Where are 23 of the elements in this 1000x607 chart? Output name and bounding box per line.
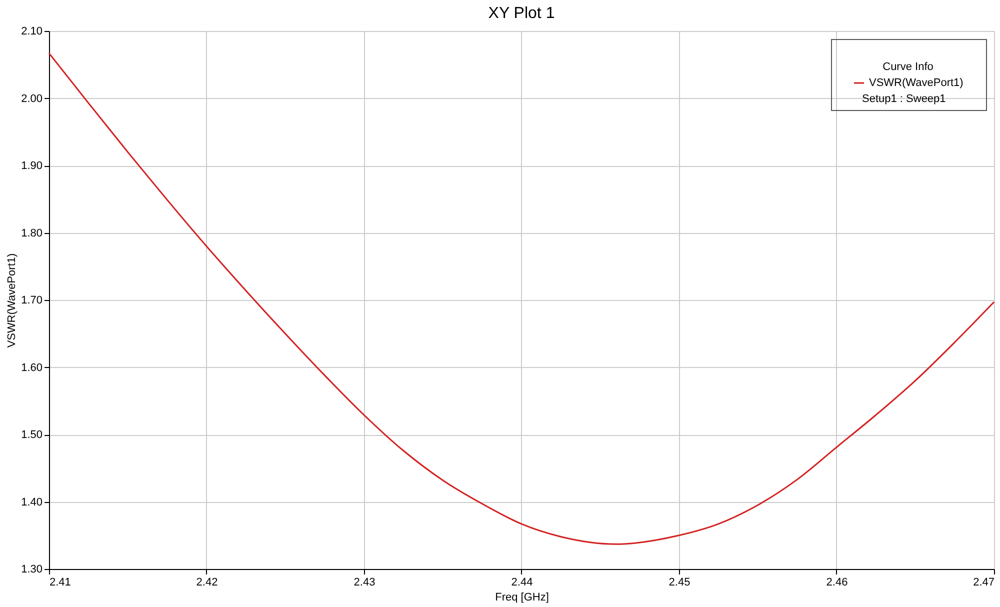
y-tick-label: 1.40 xyxy=(21,496,42,508)
legend-label: VSWR(WavePort1) xyxy=(869,77,964,89)
y-tick-label: 2.00 xyxy=(21,92,42,105)
x-tick-label: 2.47 xyxy=(973,576,994,588)
x-tick-label: 2.41 xyxy=(50,576,71,588)
legend-title: Curve Info xyxy=(882,61,934,73)
y-tick-label: 1.70 xyxy=(21,294,42,306)
y-tick-label: 1.30 xyxy=(21,564,42,576)
x-tick-label: 2.43 xyxy=(354,576,376,588)
y-axis-title: VSWR(WavePort1) xyxy=(6,253,18,348)
chart-title: XY Plot 1 xyxy=(488,5,555,22)
y-tick-label: 2.10 xyxy=(21,26,42,38)
line-series xyxy=(48,52,995,545)
y-tick-label: 1.60 xyxy=(21,362,42,374)
y-tick-label: 1.80 xyxy=(21,227,42,240)
y-tick-label: 1.90 xyxy=(21,160,42,172)
annotation: Setup1 : Sweep1 xyxy=(862,93,946,105)
x-tick-label: 2.45 xyxy=(668,576,690,588)
y-tick-label: 1.50 xyxy=(21,429,42,441)
x-axis-title: Freq [GHz] xyxy=(495,592,549,604)
x-tick-label: 2.46 xyxy=(826,576,848,588)
x-tick-label: 2.44 xyxy=(511,576,533,588)
x-tick-label: 2.42 xyxy=(196,576,218,588)
